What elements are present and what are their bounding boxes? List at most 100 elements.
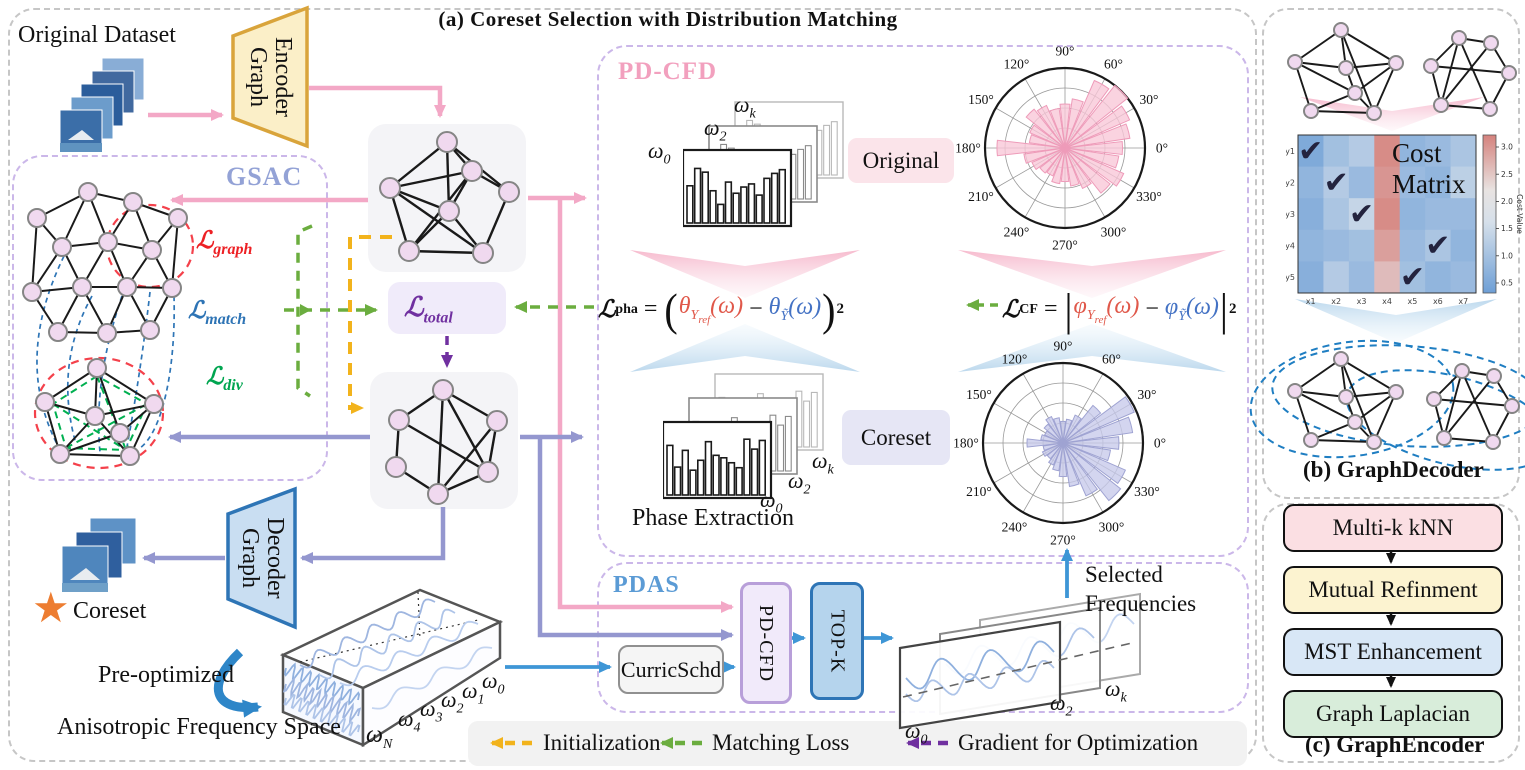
original-dataset-label: Original Dataset [18,22,176,48]
panel-a-title: (a) Coreset Selection with Distribution … [438,7,898,31]
graph-encoder-label: Graph Encoder [245,37,297,117]
svg-text:✔: ✔ [1298,134,1323,169]
svg-text:180°: 180° [953,436,979,451]
svg-text:1.0: 1.0 [1501,251,1513,260]
svg-text:90°: 90° [1056,44,1075,59]
panel-b-border [1262,8,1520,499]
svg-text:60°: 60° [1104,57,1123,72]
step-mst-enhancement: MST Enhancement [1283,628,1503,676]
original-badge: Original [848,138,954,183]
graph-decoder-label: Graph Decoder [237,517,289,599]
svg-text:150°: 150° [968,92,994,107]
preoptimized-arrow [213,648,262,718]
svg-text:2.0: 2.0 [1501,197,1513,206]
loss-div: ℒdiv [206,364,243,394]
freq-omega-2b: ω2 [441,687,464,717]
svg-text:120°: 120° [1004,57,1030,72]
match-mid-head [300,304,311,316]
svg-text:300°: 300° [1099,520,1125,535]
svg-text:y4: y4 [1286,242,1295,251]
svg-text:x7: x7 [1458,297,1468,306]
star-icon: ★ [32,586,70,632]
svg-text:x6: x6 [1433,297,1443,306]
core-omega-0: ω0 [760,487,783,517]
curricschd-box: CurricSchd [618,645,724,694]
orig-omega-k: ωk [734,92,756,122]
pink-arrows [148,85,734,613]
cost-matrix-label: Cost Matrix [1392,138,1466,200]
selected-frequencies-label: Selected Frequencies [1085,562,1197,616]
plane-omega-2: ω2 [1050,690,1073,720]
total-loss-box [388,282,506,334]
svg-text:180°: 180° [955,141,981,156]
svg-text:240°: 240° [1004,225,1030,240]
svg-text:3.0: 3.0 [1501,143,1513,152]
svg-text:30°: 30° [1140,92,1159,107]
node-link-graphs [22,22,1520,505]
original-phase-rose: 0° 30° 60° 90° 120° 150° 180° 210° 240° 270° 300° 3… [955,44,1168,253]
init-path [348,235,392,414]
cost-matrix-heatmap: x1 x2 x3 x4 x5 x6 x7y1y2y3y4y5✔✔✔✔✔3.02.52.01.… [1286,134,1524,306]
topk-box: TOP-K [810,582,864,700]
step-graph-laplacian: Graph Laplacian [1283,690,1503,738]
svg-text:240°: 240° [1002,520,1028,535]
freq-omega-4: ω4 [398,706,421,736]
svg-text:90°: 90° [1054,339,1073,354]
loss-total: ℒtotal [404,292,453,327]
plane-omega-k: ωk [1105,676,1127,706]
phase-extraction-label: Phase Extraction [632,505,794,531]
panel-c-caption: (c) GraphEncoder [1305,732,1485,757]
gsac-border [12,155,328,481]
gsac-match-curves [36,255,176,453]
coreset-label: Coreset [73,598,147,624]
svg-text:0°: 0° [1154,436,1166,451]
svg-text:210°: 210° [968,189,994,204]
coreset-image-stack [61,517,137,593]
step-multik-knn: Multi-k kNN [1283,504,1503,552]
svg-text:330°: 330° [1136,189,1162,204]
svg-text:150°: 150° [966,387,992,402]
svg-text:1.5: 1.5 [1501,224,1513,233]
formula-cf: ℒ CF = | φYref(ω) − φỸ(ω) | 2 [1002,283,1237,336]
freq-omega-3: ω3 [420,696,443,726]
coreset-spectra-chart [663,373,824,500]
svg-text:Cost Value: Cost Value [1515,194,1524,234]
coreset-phase-rose: 0° 30° 60° 90° 120° 150° 180° 210° 240° 270° 300° 3… [953,339,1166,548]
svg-text:120°: 120° [1002,352,1028,367]
coreset-badge: Coreset [842,410,950,465]
legend-box [468,721,1247,766]
loss-match: ℒmatch [188,298,247,328]
selected-frequency-planes [898,592,1141,730]
svg-text:2.5: 2.5 [1501,170,1513,179]
svg-text:300°: 300° [1101,225,1127,240]
graph-encoder-shape [231,5,309,149]
original-dataset-stack [59,57,145,153]
core-omega-k: ωk [812,448,834,478]
orig-omega-0: ω0 [648,138,671,168]
svg-text:270°: 270° [1052,238,1078,253]
svg-text:y1: y1 [1286,147,1295,156]
svg-text:0°: 0° [1156,141,1168,156]
svg-text:x3: x3 [1357,297,1367,306]
svg-text:270°: 270° [1050,533,1076,548]
pdcfd-border [597,45,1249,557]
svg-text:210°: 210° [966,484,992,499]
svg-text:x4: x4 [1382,297,1392,306]
pdcfd-pdas-box: PD-CFD [740,582,792,704]
freq-omega-0b: ω0 [482,668,505,698]
svg-text:x2: x2 [1331,297,1341,306]
svg-text:✔: ✔ [1349,197,1374,232]
svg-text:y5: y5 [1286,273,1295,282]
loss-graph: ℒgraph [196,228,253,258]
anisotropic-label: Anisotropic Frequency Space [57,714,341,740]
preoptimized-label: Pre-optimized [98,662,234,688]
slate-arrows [142,431,734,641]
panel-b-caption: (b) GraphDecoder [1303,457,1484,482]
core-omega-2: ω2 [788,468,811,498]
svg-text:60°: 60° [1102,352,1121,367]
svg-text:x5: x5 [1408,297,1418,306]
frequency-space-box [279,588,504,748]
